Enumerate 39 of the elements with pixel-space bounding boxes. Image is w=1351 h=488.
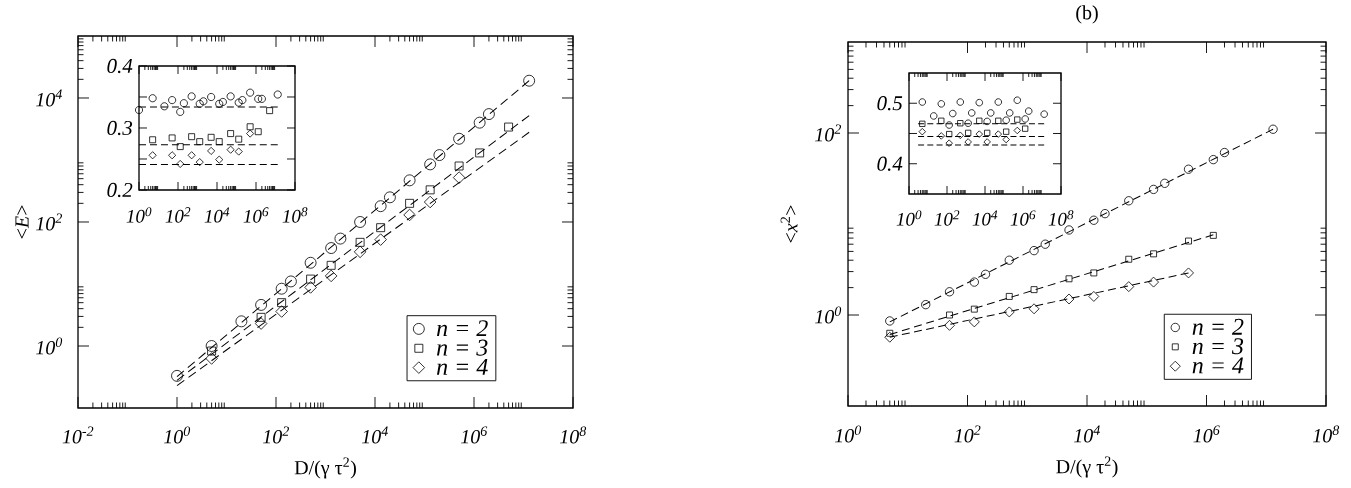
y-tick-label: 0.4	[107, 58, 133, 74]
x-tick-label: 10$^{4}$	[204, 207, 230, 223]
x-tick-label: 10$^{0}$	[896, 210, 922, 226]
x-tick-label: 10$^{4}$	[1073, 425, 1100, 443]
legend-label: n = 3	[437, 339, 488, 356]
x-tick-label: 10$^{8}$	[1312, 425, 1340, 443]
legend-label: n = 4	[1192, 357, 1244, 374]
x-tick-label: 10$^{0}$	[126, 207, 152, 223]
x-axis-title: D/(γ τ$^{2}$)	[1056, 456, 1118, 478]
y-tick-label: 10$^{4}$	[36, 89, 62, 107]
y-axis-title: <E>	[15, 205, 29, 239]
legend-label: n = 2	[437, 320, 488, 337]
x-tick-label: 10$^{6}$	[1193, 425, 1220, 443]
x-tick-label: 10$^{4}$	[972, 210, 998, 226]
legend-label: n = 3	[1192, 338, 1244, 355]
y-tick-label: 0.5	[877, 96, 903, 111]
y-axis-title: <x$^{2}$>	[780, 205, 798, 243]
x-tick-label: 10$^{2}$	[954, 425, 981, 443]
legend-label: n = 2	[1192, 318, 1244, 335]
x-tick-label: 10$^{2}$	[934, 210, 960, 226]
x-tick-label: 10$^{2}$	[165, 207, 191, 223]
x-tick-label: 10$^{-2}$	[62, 426, 94, 444]
chart-title: (b)	[1076, 5, 1098, 24]
x-tick-label: 10$^{8}$	[559, 426, 587, 444]
legend-label: n = 4	[437, 358, 488, 375]
x-axis-title: D/(γ τ$^{2}$)	[294, 457, 356, 479]
x-tick-label: 10$^{8}$	[1048, 210, 1074, 226]
y-tick-label: 10$^{0}$	[36, 337, 63, 355]
x-tick-label: 10$^{2}$	[262, 426, 289, 444]
y-tick-label: 0.2	[107, 182, 133, 198]
y-tick-label: 0.4	[877, 156, 903, 171]
x-tick-label: 10$^{8}$	[282, 207, 308, 223]
x-tick-label: 10$^{4}$	[361, 426, 388, 444]
x-tick-label: 10$^{0}$	[834, 425, 862, 443]
x-tick-label: 10$^{6}$	[1010, 210, 1036, 226]
x-tick-label: 10$^{0}$	[163, 426, 191, 444]
x-tick-label: 10$^{6}$	[243, 207, 269, 223]
y-tick-label: 0.3	[107, 120, 133, 136]
x-tick-label: 10$^{6}$	[460, 426, 488, 444]
